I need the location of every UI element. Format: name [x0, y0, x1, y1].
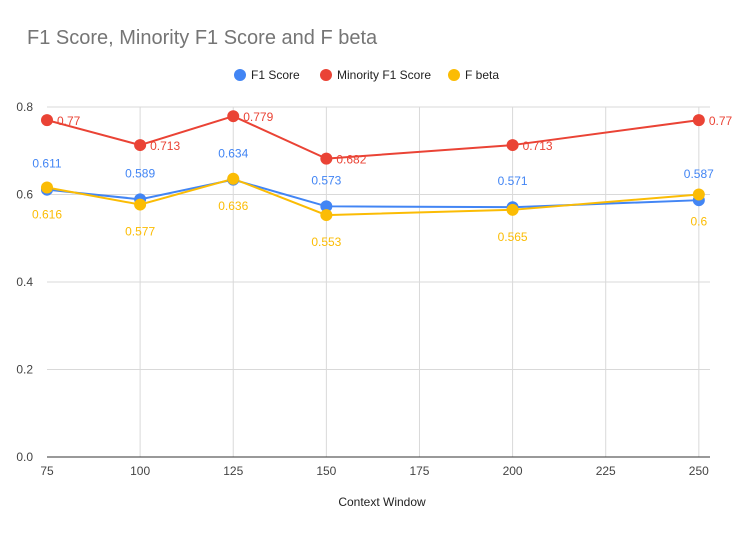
data-label: 0.571: [498, 174, 528, 188]
data-point: [134, 198, 147, 211]
data-point: [41, 181, 53, 194]
x-axis-title: Context Window: [338, 495, 426, 509]
data-point: [320, 200, 333, 213]
x-tick-label: 250: [689, 464, 709, 478]
data-label: 0.634: [218, 147, 248, 161]
data-point: [227, 110, 240, 123]
series-line: [46, 178, 699, 209]
data-label: 0.587: [684, 167, 714, 181]
x-tick-label: 150: [316, 464, 336, 478]
data-point: [692, 114, 705, 127]
axes: 0.0 0.2 0.4 0.6 0.8 75 100 125 150 175 200 225 250: [16, 100, 710, 478]
data-point: [320, 152, 333, 165]
legend-label: Minority F1 Score: [337, 68, 431, 82]
data-point: [506, 203, 519, 216]
data-point: [320, 209, 333, 222]
data-label: 0.6: [690, 215, 707, 229]
x-tick-label: 225: [596, 464, 616, 478]
y-tick-label: 0.4: [16, 275, 33, 289]
y-tick-label: 0.8: [16, 100, 33, 114]
data-label: 0.589: [125, 166, 155, 180]
data-label: 0.713: [150, 139, 180, 153]
data-label: 0.553: [311, 235, 341, 249]
y-tick-label: 0.0: [16, 450, 33, 464]
legend-label: F beta: [465, 68, 499, 82]
data-point: [506, 139, 519, 152]
grid-lines: [47, 106, 710, 457]
data-point: [134, 139, 147, 152]
data-point: [41, 114, 53, 127]
x-tick-label: 175: [409, 464, 429, 478]
legend-marker: [234, 69, 246, 81]
data-label: 0.713: [523, 139, 553, 153]
data-label: 0.77: [57, 114, 81, 128]
data-label: 0.577: [125, 225, 155, 239]
data-label: 0.682: [336, 153, 366, 167]
data-point: [692, 188, 705, 201]
y-tick-label: 0.6: [16, 188, 33, 202]
series-line: [46, 115, 699, 160]
legend: F1 Score Minority F1 Score F beta: [234, 68, 499, 82]
x-tick-label: 100: [130, 464, 150, 478]
data-label: 0.565: [498, 230, 528, 244]
legend-marker: [320, 69, 332, 81]
data-point: [227, 172, 240, 185]
x-tick-label: 75: [40, 464, 54, 478]
y-tick-label: 0.2: [16, 363, 33, 377]
legend-marker: [448, 69, 460, 81]
data-label: 0.779: [243, 110, 273, 124]
x-tick-label: 125: [223, 464, 243, 478]
data-label: 0.636: [218, 199, 248, 213]
chart-title: F1 Score, Minority F1 Score and F beta: [27, 27, 378, 49]
data-label: 0.77: [709, 114, 733, 128]
legend-label: F1 Score: [251, 68, 300, 82]
data-label: 0.573: [311, 173, 341, 187]
data-label: 0.611: [32, 157, 61, 171]
series-lines: [41, 110, 705, 222]
data-labels: 0.611 0.589 0.634 0.573 0.571 0.587 0.77 0.713 0…: [32, 110, 733, 249]
data-label: 0.616: [32, 208, 62, 222]
series-line: [46, 177, 699, 217]
x-tick-label: 200: [503, 464, 523, 478]
